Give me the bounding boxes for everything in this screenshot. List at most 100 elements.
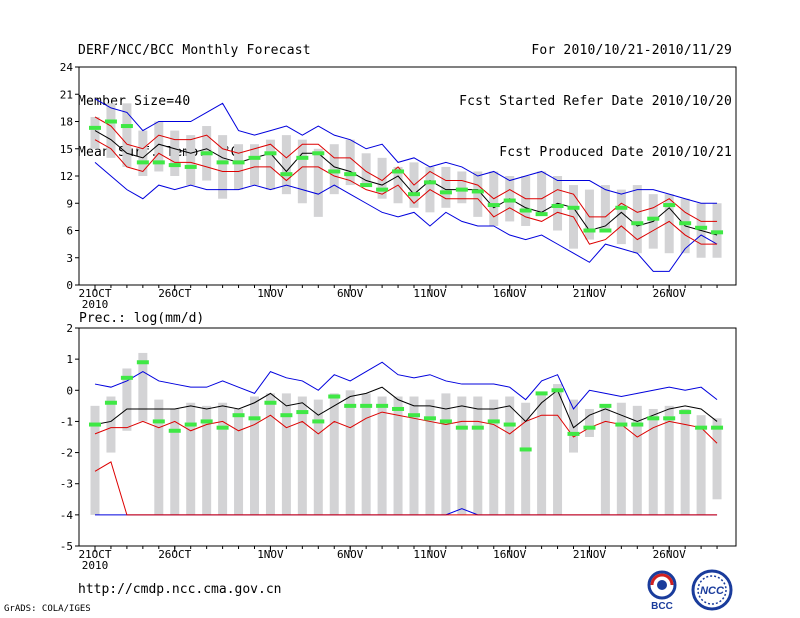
precipitation-observed-marker [328,394,341,399]
precipitation-ytick-label: -3 [60,478,73,491]
temperature-observed-marker [328,169,341,174]
precipitation-box [361,393,371,515]
precipitation-box [218,402,228,515]
precipitation-box [569,399,578,453]
temperature-xtick-label: 6NOV [337,287,364,300]
temperature-observed-marker [519,208,532,213]
precipitation-box [425,399,435,515]
temperature-ytick-label: 0 [66,279,73,292]
precipitation-observed-marker [200,419,213,424]
precipitation-xtick-label: 16NOV [493,548,526,561]
temperature-observed-marker [312,151,325,156]
temperature-box [218,135,228,199]
precipitation-box [234,408,244,515]
temperature-box [154,121,164,172]
forecast-period-label: For 2010/10/21-2010/11/29 [531,43,732,58]
precipitation-box [122,368,132,431]
temperature-observed-marker [184,164,197,169]
precipitation-ytick-label: -4 [60,509,74,522]
precipitation-box [313,399,323,515]
temperature-observed-marker [647,216,660,221]
precipitation-observed-marker [519,447,532,452]
precipitation-observed-marker [104,400,117,405]
precipitation-xtick-label: 11NOV [413,548,446,561]
temperature-observed-marker [455,187,468,192]
precipitation-box [345,390,355,515]
precipitation-observed-marker [344,403,357,408]
precipitation-band-low-line [94,461,718,516]
precipitation-ytick-label: -5 [60,540,73,553]
precipitation-box [648,408,658,515]
precipitation-box [696,415,706,515]
precipitation-ytick-label: -1 [60,415,73,428]
temperature-xtick-label: 26OCT [158,287,191,300]
temperature-observed-marker [711,230,724,235]
precipitation-observed-marker [216,425,229,430]
temperature-box [632,185,642,254]
precipitation-observed-marker [487,419,500,424]
precipitation-observed-marker [392,406,405,411]
temperature-ytick-label: 24 [60,61,74,74]
precipitation-observed-marker [248,416,261,421]
ncc-logo-icon: NCC [691,569,733,611]
precipitation-observed-marker [551,388,564,393]
temperature-xtick-label: 11NOV [413,287,446,300]
precipitation-xtick-label: 2010 [82,559,109,572]
precipitation-box [90,405,100,515]
precipitation-ytick-label: 2 [66,322,73,335]
temperature-box [106,103,116,158]
temperature-observed-marker [599,228,612,233]
precipitation-panel-title: Prec.: log(mm/d) [79,311,204,326]
precipitation-box [329,393,339,515]
precipitation-xtick-label: 21OCT [78,548,111,561]
precipitation-box [106,396,116,453]
temperature-box [664,194,674,254]
precipitation-box [553,384,563,515]
precipitation-box [250,396,259,515]
precipitation-box [154,399,164,515]
precipitation-observed-marker [663,416,676,421]
precipitation-observed-marker [232,413,245,418]
precipitation-box [600,405,610,515]
precipitation-box [441,393,451,515]
temperature-box [329,144,339,195]
temperature-observed-marker [376,187,389,192]
temperature-box [138,130,148,176]
temperature-ytick-label: 3 [66,252,73,265]
temperature-box [250,144,259,186]
precipitation-box [202,405,212,515]
precipitation-box [521,402,531,515]
temperature-observed-marker [280,172,293,177]
temperature-box [122,103,132,167]
precipitation-box [584,408,594,437]
temperature-ytick-label: 18 [60,116,73,129]
temperature-band-high-line [94,116,718,222]
temperature-xtick-label: 16NOV [493,287,526,300]
temperature-box [313,148,323,217]
temperature-box [90,116,100,149]
precipitation-band-high-line [94,411,718,444]
precipitation-observed-marker [120,375,133,380]
temperature-observed-marker [679,221,692,226]
temperature-observed-marker [695,225,708,230]
temperature-box [281,135,291,195]
precipitation-observed-marker [423,416,436,421]
temperature-xtick-label: 2010 [82,298,109,311]
temperature-observed-marker [264,151,277,156]
temperature-box [457,171,467,204]
temperature-ytick-label: 6 [66,225,73,238]
source-url[interactable]: http://cmdp.ncc.cma.gov.cn [78,582,282,597]
precipitation-box [489,399,499,515]
precipitation-xtick-label: 26OCT [158,548,191,561]
precipitation-observed-marker [184,422,197,427]
precipitation-frame [78,327,737,547]
precipitation-observed-marker [408,413,420,418]
precipitation-box [281,393,291,515]
precipitation-observed-marker [615,422,628,427]
temperature-observed-marker [216,160,229,165]
temperature-observed-marker [89,125,101,130]
temperature-box [297,139,307,204]
temperature-band-low-line [94,139,718,245]
precipitation-observed-marker [264,400,277,405]
precipitation-observed-marker [312,419,325,424]
